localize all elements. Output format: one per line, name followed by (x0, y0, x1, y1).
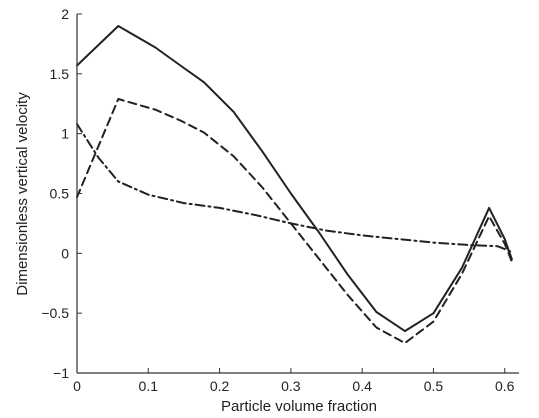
series-solid-line (76, 25, 513, 333)
y-tick-label-5: 1.5 (50, 66, 70, 82)
plot-lines (76, 25, 513, 345)
x-axis-label: Particle volume fraction (221, 398, 377, 415)
x-tick-label-2: 0.2 (210, 378, 230, 394)
y-tick-label-1: −0.5 (41, 305, 69, 321)
y-tick-label-0: −1 (53, 365, 69, 381)
y-tick-label-4: 1 (61, 126, 69, 142)
series-dashdot-line (76, 123, 513, 254)
y-tick-label-6: 2 (61, 6, 69, 22)
x-tick-label-1: 0.1 (139, 378, 159, 394)
x-tick-label-3: 0.3 (281, 378, 301, 394)
x-tick-label-6: 0.6 (495, 378, 515, 394)
y-tick-label-3: 0.5 (50, 186, 70, 202)
x-tick-label-5: 0.5 (424, 378, 444, 394)
x-tick-label-0: 0 (73, 378, 81, 394)
x-tick-label-4: 0.4 (352, 378, 372, 394)
tick-labels: 0 0.1 0.2 0.3 0.4 0.5 0.6 −1 −0.5 0 0.5 1 1.5 2 (41, 6, 514, 394)
y-axis-label: Dimensionless vertical velocity (14, 92, 31, 296)
axes (76, 13, 519, 374)
y-tick-label-2: 0 (61, 245, 69, 261)
series-dashed-line (76, 98, 513, 345)
